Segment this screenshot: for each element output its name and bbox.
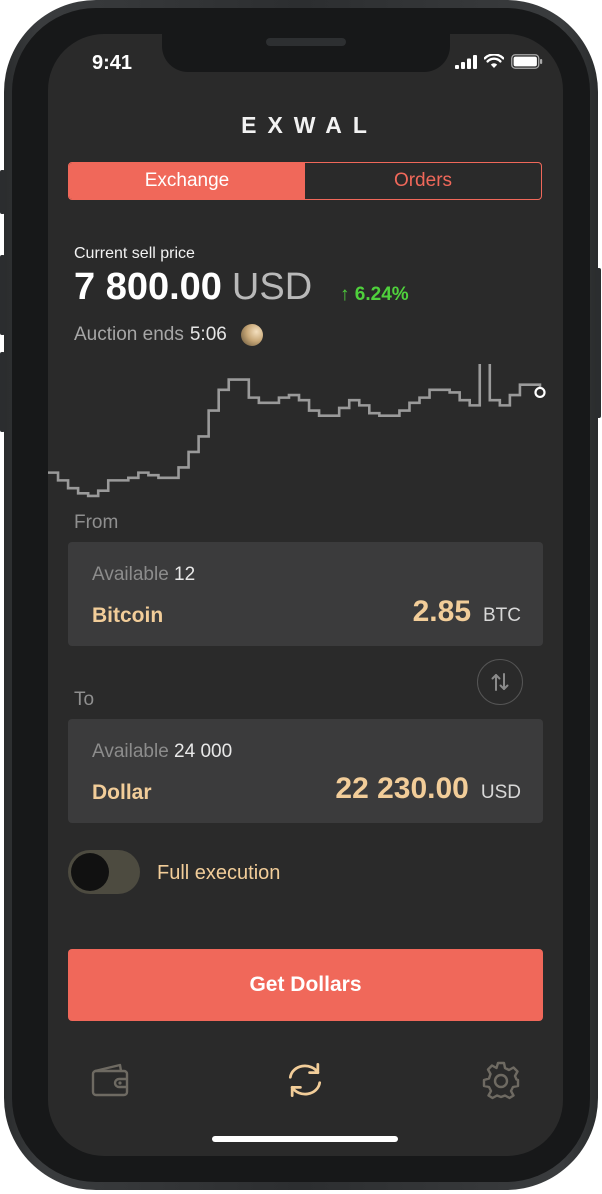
volume-up-button bbox=[0, 255, 5, 335]
speaker-grille bbox=[266, 38, 346, 46]
arrow-up-icon: ↑ bbox=[340, 284, 350, 305]
tab-exchange[interactable]: Exchange bbox=[69, 163, 305, 199]
nav-exchange[interactable] bbox=[283, 1058, 327, 1102]
to-amount-value: 22 230.00 bbox=[335, 772, 469, 805]
mute-switch bbox=[0, 170, 5, 214]
price-chart bbox=[48, 364, 546, 498]
from-available-value: 12 bbox=[174, 564, 196, 585]
power-button bbox=[596, 268, 601, 418]
chart-current-point bbox=[534, 386, 546, 399]
to-amount-unit: USD bbox=[480, 782, 521, 803]
mode-segmented-control: Exchange Orders bbox=[68, 162, 542, 200]
volume-down-button bbox=[0, 352, 5, 432]
app-logo: EXWAL bbox=[241, 112, 378, 138]
from-available: Available 12 bbox=[92, 564, 195, 586]
to-amount[interactable]: 22 230.00 USD bbox=[335, 772, 521, 806]
full-execution-label: Full execution bbox=[157, 862, 281, 884]
tab-orders[interactable]: Orders bbox=[393, 170, 453, 191]
to-available-label: Available bbox=[92, 741, 169, 762]
price-change-value: 6.24% bbox=[354, 284, 409, 305]
battery-icon bbox=[511, 54, 543, 69]
to-label: To bbox=[74, 689, 95, 710]
from-amount-unit: BTC bbox=[483, 605, 521, 626]
swap-button[interactable] bbox=[477, 659, 523, 705]
swap-icon bbox=[491, 673, 509, 691]
from-available-label: Available bbox=[92, 564, 169, 585]
from-label: From bbox=[74, 512, 119, 533]
exchange-icon bbox=[288, 1063, 322, 1097]
price-series-line bbox=[48, 364, 542, 498]
timer-progress-icon bbox=[240, 324, 263, 346]
auction-timer: Auction ends 5:06 bbox=[74, 324, 263, 346]
home-indicator bbox=[212, 1136, 398, 1142]
get-dollars-button[interactable]: Get Dollars bbox=[68, 949, 543, 1021]
price-display: 7 800.00 USD bbox=[74, 266, 312, 309]
nav-wallet[interactable] bbox=[88, 1058, 132, 1102]
auction-time: 5:06 bbox=[189, 324, 227, 345]
to-available-value: 24 000 bbox=[174, 741, 233, 762]
toggle-knob bbox=[71, 853, 109, 891]
full-execution-toggle[interactable] bbox=[68, 850, 140, 894]
to-asset-name: Dollar bbox=[92, 781, 152, 804]
to-available: Available 24 000 bbox=[92, 741, 232, 763]
wifi-icon bbox=[484, 54, 504, 68]
current-sell-price-label: Current sell price bbox=[74, 245, 195, 262]
wallet-icon bbox=[91, 1063, 129, 1097]
from-card[interactable]: Available 12 Bitcoin 2.85 BTC bbox=[68, 542, 543, 646]
auction-label: Auction ends bbox=[74, 324, 184, 345]
price-change: ↑ 6.24% bbox=[340, 284, 409, 306]
from-amount[interactable]: 2.85 BTC bbox=[413, 595, 521, 629]
status-time: 9:41 bbox=[92, 52, 133, 74]
notch bbox=[162, 34, 450, 72]
to-card[interactable]: Available 24 000 Dollar 22 230.00 USD bbox=[68, 719, 543, 823]
from-asset-name: Bitcoin bbox=[92, 604, 164, 627]
status-icons bbox=[455, 54, 543, 69]
signal-icon bbox=[455, 54, 477, 69]
settings-icon bbox=[482, 1061, 520, 1100]
price-value: 7 800.00 bbox=[74, 266, 222, 308]
from-amount-value: 2.85 bbox=[412, 595, 471, 628]
nav-settings[interactable] bbox=[479, 1058, 523, 1102]
app-screen: 9:41 EXWAL Exchange Orders bbox=[48, 34, 563, 1156]
price-currency: USD bbox=[231, 266, 313, 308]
